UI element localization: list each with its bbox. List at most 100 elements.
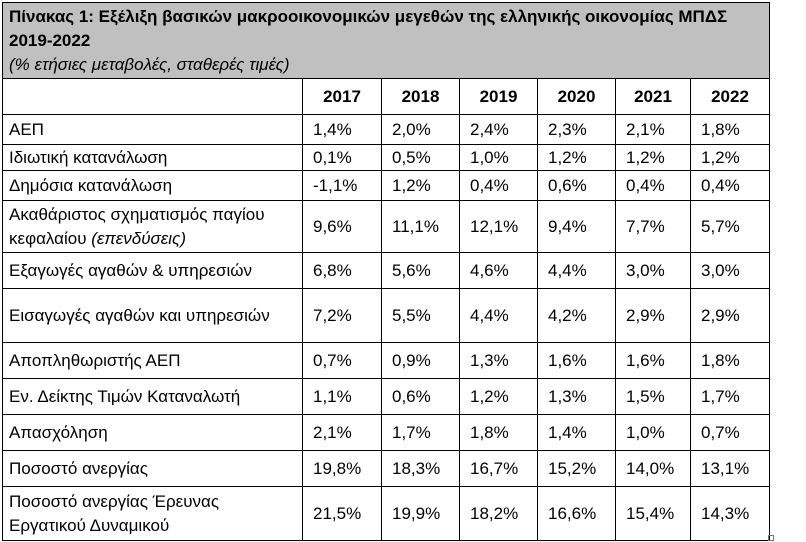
row-label: Απασχόληση: [9, 422, 108, 442]
value-cell: 1,7%: [689, 378, 771, 415]
value-cell: 7,2%: [302, 288, 382, 343]
value-cell: 1,3%: [537, 378, 616, 415]
row-label-cell: Εισαγωγές αγαθών και υπηρεσιών: [2, 288, 303, 343]
value-cell: 7,7%: [615, 200, 691, 253]
data-row: Εξαγωγές αγαθών & υπηρεσιών 6,8% 5,6% 4,6% 4…: [2, 252, 771, 289]
value-cell: 1,4%: [302, 114, 382, 145]
value-cell: 2,3%: [537, 114, 616, 145]
data-row: Εν. Δείκτης Τιμών Καταναλωτή 1,1% 0,6% 1,2%…: [2, 378, 771, 415]
value-cell: 1,4%: [537, 414, 616, 451]
value-cell: 1,7%: [381, 414, 460, 451]
value-cell: 1,0%: [615, 414, 691, 451]
value-cell: 5,5%: [381, 288, 460, 343]
value-cell: 13,1%: [689, 450, 771, 487]
value-cell: 19,8%: [302, 450, 382, 487]
value-cell: 4,4%: [459, 288, 538, 343]
value-cell: 0,7%: [302, 342, 382, 379]
row-label: Εισαγωγές αγαθών και υπηρεσιών: [9, 305, 270, 325]
row-label-cell: ΑΕΠ: [2, 114, 303, 145]
data-table: Πίνακας 1: Εξέλιξη βασικών μακροοικονομι…: [1, 2, 771, 541]
title-cell: Πίνακας 1: Εξέλιξη βασικών μακροοικονομι…: [1, 2, 771, 79]
table-subtitle: (% ετήσιες μεταβολές, σταθερές τιμές): [9, 55, 290, 74]
value-cell: 12,1%: [459, 200, 538, 253]
value-cell: 2,1%: [615, 114, 691, 145]
column-header: 2018: [381, 78, 460, 115]
value-cell: 5,6%: [381, 252, 460, 289]
data-row: ΑΕΠ 1,4% 2,0% 2,4% 2,3% 2,1% 1,8%: [2, 114, 771, 145]
data-row: Ακαθάριστος σχηματισμός παγίου κεφαλαίου…: [2, 200, 771, 253]
value-cell: 1,6%: [615, 342, 691, 379]
row-label: Δημόσια κατανάλωση: [9, 175, 173, 195]
value-cell: 1,1%: [302, 378, 382, 415]
row-label-cell: Εξαγωγές αγαθών & υπηρεσιών: [2, 252, 303, 289]
value-cell: 1,2%: [381, 170, 460, 201]
value-cell: 6,8%: [302, 252, 382, 289]
data-row: Απασχόληση 2,1% 1,7% 1,8% 1,4% 1,0% 0,7%: [2, 414, 771, 451]
value-cell: 2,9%: [689, 288, 771, 343]
value-cell: 1,8%: [459, 414, 538, 451]
data-row: Ποσοστό ανεργίας Έρευνας Εργατικού Δυναμ…: [2, 486, 771, 541]
column-header: 2017: [302, 78, 382, 115]
value-cell: 4,4%: [537, 252, 616, 289]
row-label-cell: Δημόσια κατανάλωση: [2, 170, 303, 201]
value-cell: 1,2%: [615, 144, 691, 171]
value-cell: 9,6%: [302, 200, 382, 253]
data-row: Ποσοστό ανεργίας 19,8% 18,3% 16,7% 15,2% 14,0…: [2, 450, 771, 487]
value-cell: -1,1%: [302, 170, 382, 201]
value-cell: 0,1%: [302, 144, 382, 171]
row-label: Εν. Δείκτης Τιμών Καταναλωτή: [9, 386, 241, 406]
title-row: Πίνακας 1: Εξέλιξη βασικών μακροοικονομι…: [1, 2, 771, 79]
row-label-cell: Απασχόληση: [2, 414, 303, 451]
value-cell: 0,7%: [689, 414, 771, 451]
row-label: Ιδιωτική κατανάλωση: [9, 147, 168, 167]
data-row: Αποπληθωριστής ΑΕΠ 0,7% 0,9% 1,3% 1,6% 1,6% 1,…: [2, 342, 771, 379]
table-title: Πίνακας 1: Εξέλιξη βασικών μακροοικονομι…: [9, 7, 728, 50]
value-cell: 0,4%: [459, 170, 538, 201]
value-cell: 0,6%: [537, 170, 616, 201]
value-cell: 0,4%: [615, 170, 691, 201]
value-cell: 3,0%: [689, 252, 771, 289]
row-label: Ακαθάριστος σχηματισμός παγίου κεφαλαίου: [9, 204, 265, 248]
row-label: Εξαγωγές αγαθών & υπηρεσιών: [9, 260, 253, 280]
value-cell: 0,5%: [381, 144, 460, 171]
value-cell: 19,9%: [381, 486, 460, 541]
value-cell: 2,1%: [302, 414, 382, 451]
value-cell: 21,5%: [302, 486, 382, 541]
row-label-cell: Ποσοστό ανεργίας: [2, 450, 303, 487]
corner-cell: [2, 78, 303, 115]
value-cell: 9,4%: [537, 200, 616, 253]
data-row: Εισαγωγές αγαθών και υπηρεσιών 7,2% 5,5% 4,…: [2, 288, 771, 343]
value-cell: 16,6%: [537, 486, 616, 541]
row-label: ΑΕΠ: [9, 119, 44, 139]
value-cell: 14,0%: [615, 450, 691, 487]
value-cell: 2,0%: [381, 114, 460, 145]
value-cell: 14,3%: [689, 486, 771, 541]
value-cell: 3,0%: [615, 252, 691, 289]
value-cell: 5,7%: [689, 200, 771, 253]
value-cell: 1,2%: [459, 378, 538, 415]
row-label-cell: Ακαθάριστος σχηματισμός παγίου κεφαλαίου…: [2, 200, 303, 253]
row-label-cell: Εν. Δείκτης Τιμών Καταναλωτή: [2, 378, 303, 415]
value-cell: 4,2%: [537, 288, 616, 343]
column-header: 2022: [689, 78, 771, 115]
value-cell: 16,7%: [459, 450, 538, 487]
row-label: Ποσοστό ανεργίας: [9, 458, 148, 478]
row-label-cell: Αποπληθωριστής ΑΕΠ: [2, 342, 303, 379]
value-cell: 1,8%: [689, 114, 771, 145]
row-label-cell: Ιδιωτική κατανάλωση: [2, 144, 303, 171]
value-cell: 4,6%: [459, 252, 538, 289]
column-header: 2021: [615, 78, 691, 115]
value-cell: 0,4%: [689, 170, 771, 201]
value-cell: 1,0%: [459, 144, 538, 171]
value-cell: 11,1%: [381, 200, 460, 253]
value-cell: 1,2%: [537, 144, 616, 171]
value-cell: 1,5%: [615, 378, 691, 415]
table-body: Πίνακας 1: Εξέλιξη βασικών μακροοικονομι…: [1, 2, 771, 541]
value-cell: 18,3%: [381, 450, 460, 487]
value-cell: 0,6%: [381, 378, 460, 415]
row-label-cell: Ποσοστό ανεργίας Έρευνας Εργατικού Δυναμ…: [2, 486, 303, 541]
value-cell: 1,2%: [689, 144, 771, 171]
value-cell: 1,6%: [537, 342, 616, 379]
value-cell: 1,3%: [459, 342, 538, 379]
